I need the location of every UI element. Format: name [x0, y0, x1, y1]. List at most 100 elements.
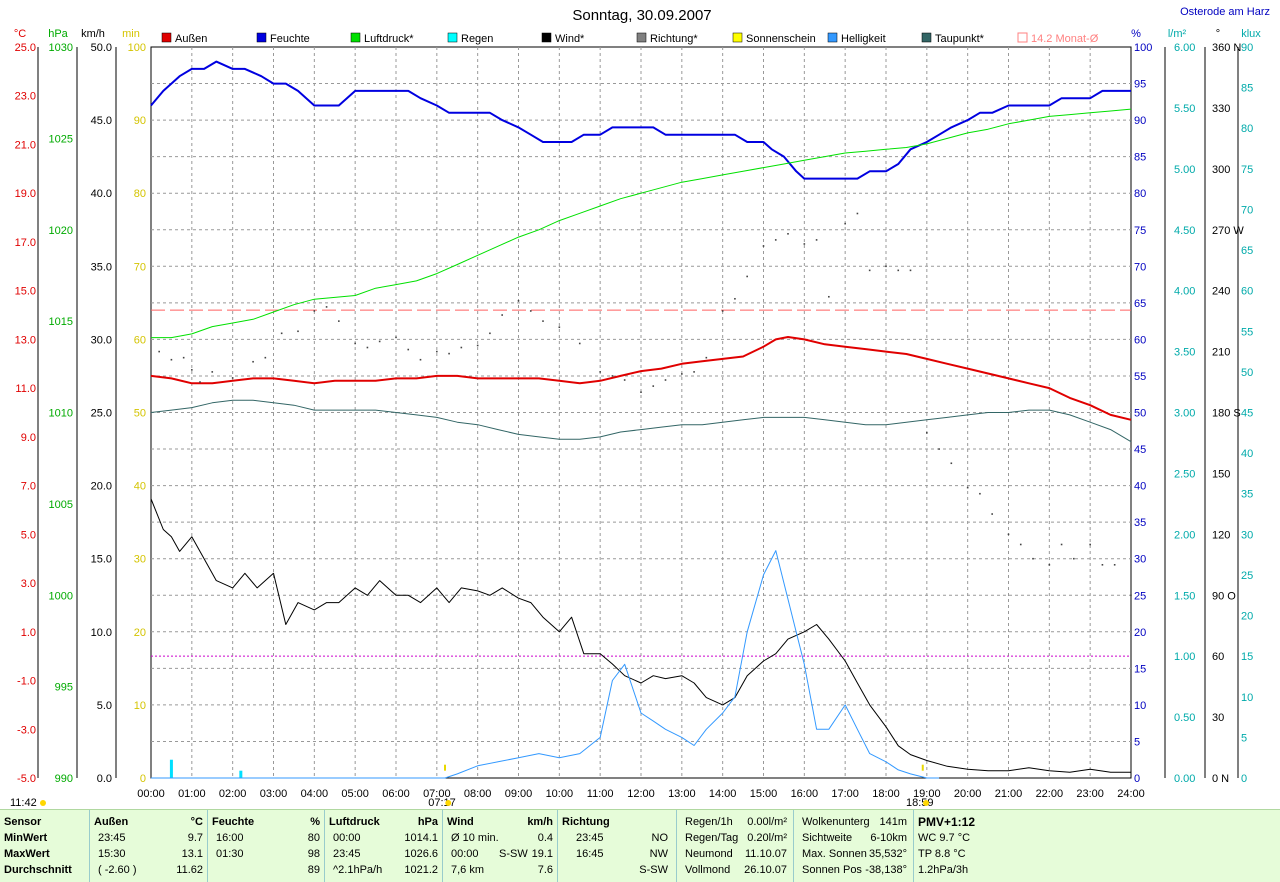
series-line [150, 399, 1132, 443]
footer-wolken: 141m [879, 816, 907, 828]
footer-aussen-title: Außen [94, 816, 129, 828]
direction-dot [1113, 563, 1116, 566]
axis-unit-humidity: % [1131, 28, 1141, 40]
y-tick-label-lux: 10 [1241, 692, 1253, 704]
footer-aussen-max-time: 15:30 [98, 848, 126, 860]
y-tick-label-humidity: 65 [1134, 298, 1146, 310]
footer-maxsonne-label: Max. Sonnen [802, 848, 867, 860]
footer-regen-1h-label: Regen/1h [685, 816, 733, 828]
legend-swatch [447, 32, 458, 43]
legend-label: Feuchte [270, 33, 310, 45]
footer-feuchte-title: Feuchte [212, 816, 255, 828]
y-tick-label-pressure: 1010 [49, 408, 73, 420]
direction-dot [705, 356, 708, 359]
y-tick-label-humidity: 0 [1134, 773, 1140, 785]
footer-vollmond: 26.10.07 [744, 864, 787, 876]
direction-dot [297, 330, 299, 333]
x-tick-label: 11:00 [587, 788, 614, 800]
x-tick-label: 06:00 [382, 788, 410, 800]
direction-dot [774, 239, 777, 241]
footer-feuchte-max: 98 [307, 848, 320, 860]
x-tick-label: 23:00 [1076, 788, 1104, 800]
x-tick-label: 09:00 [505, 788, 533, 800]
y-tick-label-lux: 25 [1241, 570, 1253, 582]
y-tick-label-rain: 5.50 [1174, 103, 1195, 115]
direction-dot [966, 486, 969, 489]
direction-dot [252, 360, 254, 363]
time-marker-label: 18:59 [906, 797, 934, 809]
legend-label: Taupunkt* [935, 33, 985, 45]
footer-vollmond-label: Vollmond [685, 864, 731, 876]
y-tick-label-humidity: 20 [1134, 627, 1146, 639]
stats-footer: Sensor MinWert MaxWert Durchschnitt Auße… [0, 809, 1280, 882]
y-tick-label-lux: 60 [1241, 286, 1253, 298]
footer-regen-col: Regen/1h 0.00l/m² Regen/Tag 0.20l/m² Neumo… [677, 810, 794, 882]
direction-dot [338, 320, 340, 322]
direction-dot [378, 340, 381, 343]
direction-dot [1019, 543, 1022, 546]
y-tick-label-wind: 25.0 [91, 408, 112, 420]
y-tick-label-wind: 20.0 [91, 481, 112, 493]
x-tick-label: 18:00 [872, 788, 900, 800]
footer-sicht-label: Sichtweite [802, 832, 853, 844]
y-tick-label-humidity: 15 [1134, 663, 1146, 675]
y-tick-label-humidity: 90 [1134, 115, 1146, 127]
x-tick-label: 22:00 [1036, 788, 1064, 800]
footer-aussen-unit: °C [190, 816, 203, 828]
footer-row-min: MinWert [4, 832, 48, 844]
y-tick-label-pressure: 990 [55, 773, 73, 785]
x-tick-label: 13:00 [668, 788, 696, 800]
x-tick-label: 03:00 [260, 788, 288, 800]
footer-wind-avg-label: Ø 10 min. [451, 832, 499, 844]
sunshine-tick [444, 764, 446, 771]
y-tick-label-direction: 150 [1212, 468, 1230, 480]
footer-row-max: MaxWert [4, 848, 50, 860]
legend-swatch [541, 32, 552, 43]
direction-dot [868, 269, 871, 272]
y-tick-label-humidity: 40 [1134, 481, 1146, 493]
x-tick-label: 08:00 [464, 788, 492, 800]
direction-dot [664, 379, 667, 381]
direction-dot [844, 222, 846, 225]
footer-aussen-max: 13.1 [181, 848, 203, 860]
footer-row-avg: Durchschnitt [4, 864, 72, 876]
direction-dot [885, 265, 887, 268]
direction-dot [407, 348, 410, 351]
direction-dot [1089, 543, 1091, 546]
y-tick-label-lux: 65 [1241, 245, 1253, 257]
y-tick-label-lux: 5 [1241, 732, 1247, 744]
footer-richtung-max-time: 16:45 [576, 848, 604, 860]
direction-dot [909, 269, 912, 272]
y-tick-label-humidity: 85 [1134, 152, 1146, 164]
footer-luftdruck-unit: hPa [417, 816, 438, 828]
time-marker-label: 11:42 [10, 797, 37, 809]
x-tick-label: 20:00 [954, 788, 982, 800]
direction-dot [926, 432, 928, 434]
y-tick-label-pressure: 1030 [49, 42, 73, 54]
direction-dot [460, 346, 463, 349]
y-tick-label-pressure: 1000 [49, 590, 73, 602]
footer-feuchte-min-time: 16:00 [216, 832, 244, 844]
grid [151, 47, 1131, 778]
direction-dot [681, 373, 683, 375]
footer-sensor-col: Sensor MinWert MaxWert Durchschnitt [0, 810, 90, 882]
footer-aussen-avg: 11.62 [176, 864, 203, 876]
y-tick-label-humidity: 100 [1134, 42, 1152, 54]
rain-bar [239, 770, 243, 778]
footer-luftdruck-trend: ^2.1hPa/h [333, 864, 383, 876]
direction-dot [1032, 557, 1034, 560]
rain-bar [169, 759, 173, 778]
y-tick-label-sunshine: 100 [128, 42, 146, 54]
footer-regen-1h: 0.00l/m² [747, 816, 787, 828]
y-tick-label-temp: 7.0 [21, 481, 36, 493]
legend-swatch [827, 32, 838, 43]
y-tick-label-direction: 90 O [1212, 590, 1236, 602]
y-tick-label-humidity: 95 [1134, 79, 1146, 91]
direction-dot [264, 356, 267, 359]
direction-dot [1048, 563, 1051, 566]
footer-aussen-trend: ( -2.60 ) [98, 864, 137, 876]
x-tick-label: 10:00 [546, 788, 574, 800]
direction-dot [1073, 557, 1075, 560]
y-tick-label-direction: 270 W [1212, 225, 1244, 237]
footer-aussen-col: Außen °C 23:45 9.7 15:30 13.1 ( -2.60 ) 11.6… [90, 810, 208, 882]
